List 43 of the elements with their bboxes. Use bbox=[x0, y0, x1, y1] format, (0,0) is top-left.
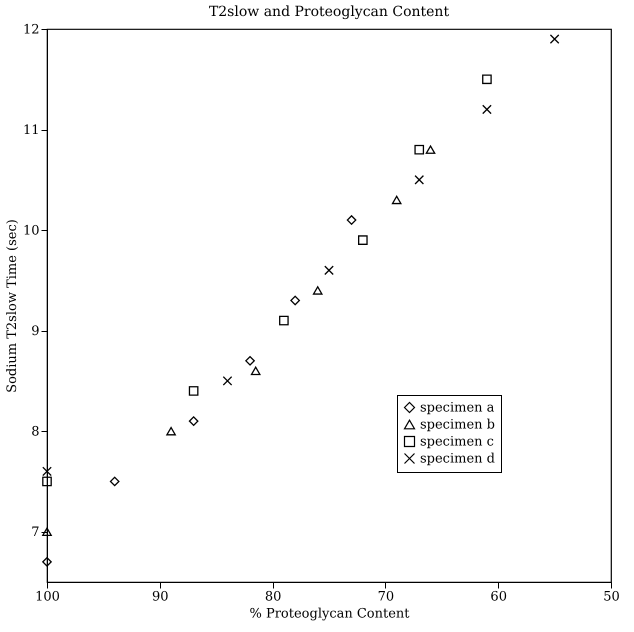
y-tick-label: 8 bbox=[31, 424, 40, 440]
point bbox=[414, 174, 424, 185]
point bbox=[279, 316, 289, 326]
x-tick-label: 100 bbox=[35, 590, 60, 604]
legend-label: specimen d bbox=[420, 452, 495, 466]
point bbox=[392, 196, 402, 204]
x-tick-label: 90 bbox=[152, 590, 169, 604]
y-tick-label: 12 bbox=[22, 22, 40, 38]
point bbox=[188, 386, 198, 396]
y-tick-label: 9 bbox=[31, 324, 40, 340]
point bbox=[222, 376, 232, 386]
point bbox=[110, 476, 120, 486]
point bbox=[324, 265, 334, 276]
y-tick-label: 11 bbox=[22, 123, 40, 138]
chart-title: T2slow and Proteoglycan Content bbox=[208, 4, 450, 20]
point bbox=[42, 476, 52, 486]
legend-label: specimen a bbox=[420, 400, 495, 416]
point bbox=[346, 215, 356, 225]
x-tick-label: 70 bbox=[378, 590, 394, 604]
point bbox=[250, 366, 261, 376]
x-axis-title: % Proteoglycan Content bbox=[249, 606, 410, 622]
x-tick-label: 50 bbox=[603, 590, 620, 604]
point bbox=[245, 356, 255, 366]
legend-label: specimen b bbox=[420, 418, 495, 432]
point bbox=[42, 557, 52, 567]
point bbox=[312, 286, 323, 295]
point bbox=[426, 145, 436, 154]
point bbox=[482, 74, 492, 84]
point bbox=[550, 34, 560, 44]
y-tick-label: 7 bbox=[31, 525, 40, 540]
point bbox=[166, 426, 176, 436]
y-axis-title: Sodium T2slow Time (sec) bbox=[4, 219, 20, 393]
point bbox=[290, 296, 300, 306]
legend-label: specimen c bbox=[420, 434, 494, 450]
point bbox=[414, 144, 424, 154]
y-tick-label: 10 bbox=[22, 224, 40, 239]
x-tick-label: 80 bbox=[264, 590, 282, 604]
x-tick-label: 60 bbox=[490, 590, 507, 604]
point bbox=[482, 104, 492, 114]
point bbox=[42, 527, 52, 536]
point bbox=[188, 416, 198, 426]
point bbox=[358, 235, 368, 245]
point bbox=[42, 466, 52, 476]
